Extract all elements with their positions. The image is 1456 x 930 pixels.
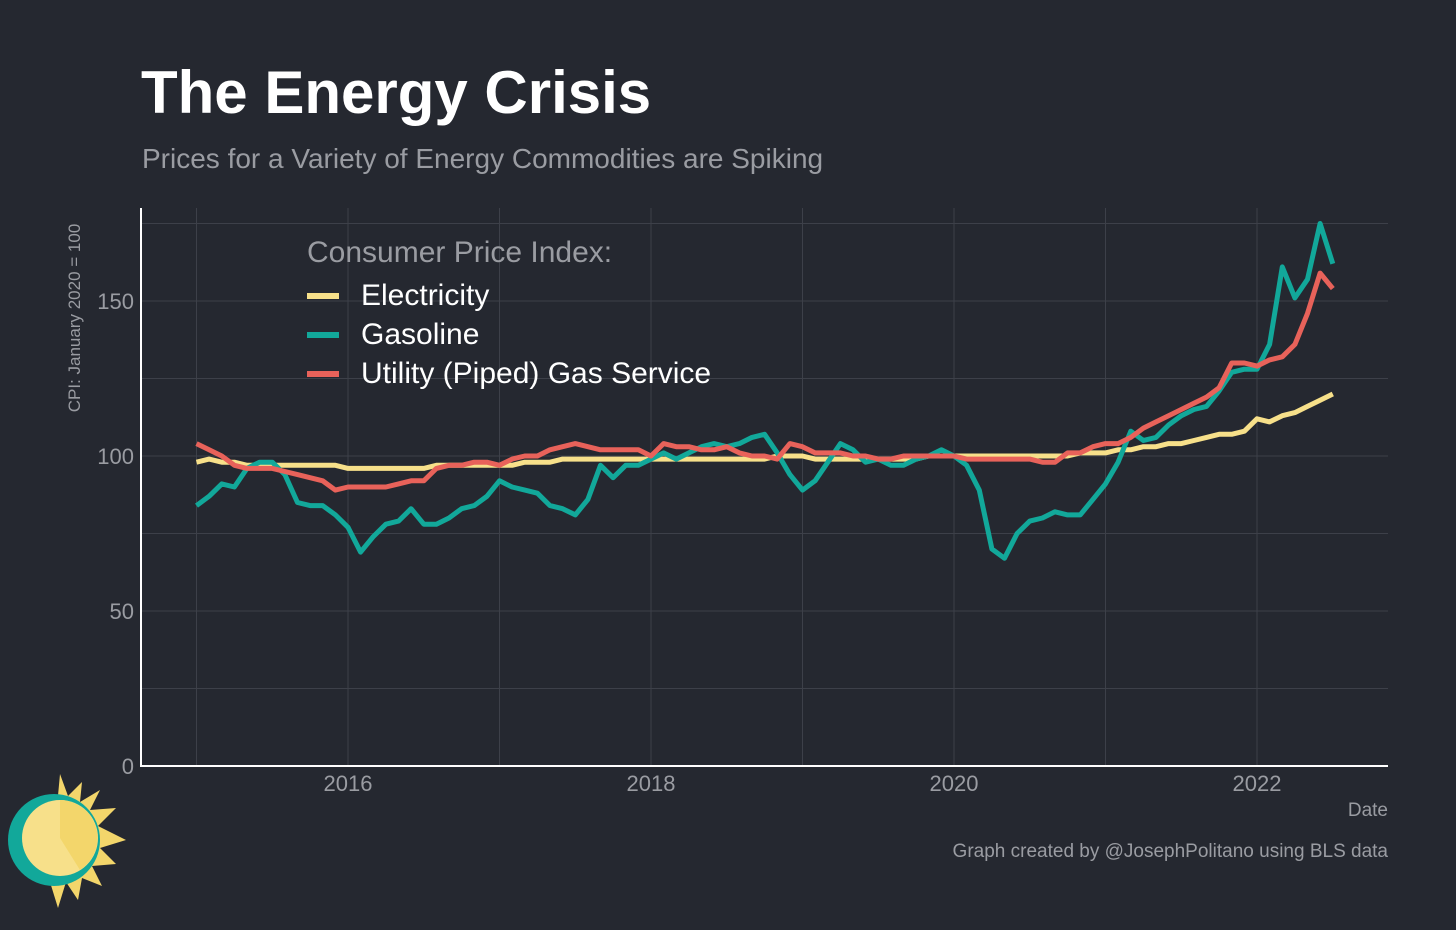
legend-label: Gasoline [361,317,480,351]
y-axis-label: CPI: January 2020 = 100 [65,223,84,413]
legend: Consumer Price Index: Electricity Gasoli… [307,236,711,393]
series-line-electricity [195,391,1334,471]
legend-item-electricity: Electricity [307,276,711,315]
legend-title: Consumer Price Index: [307,236,613,269]
legend-swatch [307,331,339,338]
chart-subtitle: Prices for a Variety of Energy Commoditi… [142,143,824,174]
axes: 0 50 100 150 2016 2018 2020 2022 [97,208,1388,796]
x-axis-label: Date [1347,800,1388,821]
legend-item-gasoline: Gasoline [307,315,711,354]
series-lines [195,221,1336,561]
series-line-utility-piped-gas-service [195,270,1335,493]
series-line-gasoline [195,221,1336,561]
legend-swatch [307,370,339,377]
legend-label: Utility (Piped) Gas Service [361,356,712,390]
y-tick-label: 0 [122,754,134,779]
y-tick-label: 50 [110,599,134,624]
x-tick-label: 2018 [627,771,676,796]
legend-label: Electricity [361,278,490,312]
y-tick-label: 100 [97,444,134,469]
legend-swatch [307,292,339,299]
sun-logo-icon [8,774,126,908]
x-tick-label: 2020 [930,771,979,796]
source-caption: Graph created by @JosephPolitano using B… [952,841,1388,862]
chart-title: The Energy Crisis [141,59,652,126]
x-tick-label: 2016 [324,771,373,796]
y-tick-label: 150 [97,289,134,314]
x-tick-label: 2022 [1233,771,1282,796]
legend-item-utility-gas: Utility (Piped) Gas Service [307,354,711,393]
